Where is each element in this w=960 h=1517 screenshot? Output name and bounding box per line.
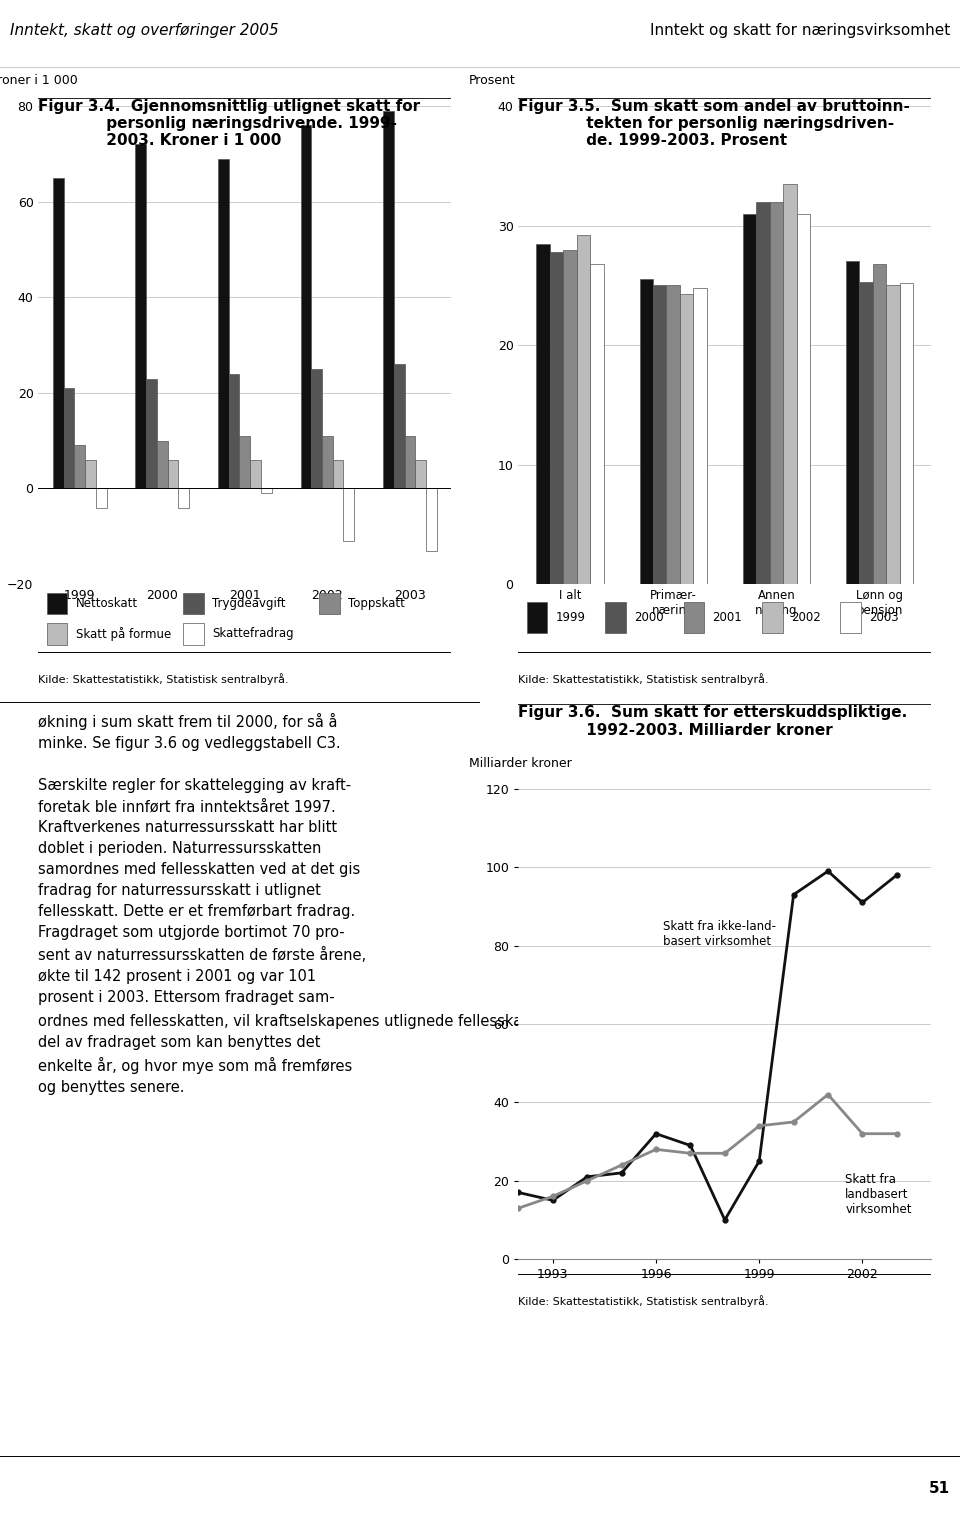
Text: 1999: 1999 <box>556 611 586 623</box>
Bar <box>564 249 577 584</box>
Bar <box>333 460 344 488</box>
FancyBboxPatch shape <box>527 602 547 633</box>
Text: Toppskatt: Toppskatt <box>348 598 405 610</box>
Text: økning i sum skatt frem til 2000, for så å
minke. Se figur 3.6 og vedleggstabell: økning i sum skatt frem til 2000, for så… <box>38 713 663 1095</box>
Bar <box>74 446 85 488</box>
Bar <box>300 126 311 488</box>
Bar <box>886 285 900 584</box>
Text: Skattefradrag: Skattefradrag <box>212 628 294 640</box>
Bar <box>426 488 437 551</box>
FancyBboxPatch shape <box>183 593 204 614</box>
Bar <box>261 488 272 493</box>
Bar <box>797 214 810 584</box>
Bar <box>311 369 322 488</box>
Bar <box>537 244 550 584</box>
Text: 51: 51 <box>929 1481 950 1496</box>
Bar <box>394 364 404 488</box>
Text: 2003: 2003 <box>870 611 899 623</box>
Bar <box>156 441 168 488</box>
Bar <box>228 373 239 488</box>
Text: Skatt på formue: Skatt på formue <box>76 627 171 640</box>
FancyBboxPatch shape <box>840 602 861 633</box>
Bar <box>251 460 261 488</box>
Text: Prosent: Prosent <box>468 74 516 86</box>
Bar <box>590 264 604 584</box>
FancyBboxPatch shape <box>605 602 626 633</box>
Bar <box>416 460 426 488</box>
Bar <box>846 261 859 584</box>
Bar <box>179 488 189 508</box>
FancyBboxPatch shape <box>762 602 782 633</box>
Text: 2001: 2001 <box>712 611 742 623</box>
Bar <box>666 285 680 584</box>
Text: Inntekt, skatt og overføringer 2005: Inntekt, skatt og overføringer 2005 <box>10 23 278 38</box>
Bar <box>639 279 653 584</box>
FancyBboxPatch shape <box>319 593 340 614</box>
Text: Trygdeavgift: Trygdeavgift <box>212 598 285 610</box>
Bar <box>577 235 590 584</box>
Text: Milliarder kroner: Milliarder kroner <box>468 757 571 771</box>
Text: Kroner i 1 000: Kroner i 1 000 <box>0 74 78 86</box>
FancyBboxPatch shape <box>47 593 67 614</box>
Bar <box>873 264 886 584</box>
Bar <box>900 284 913 584</box>
Bar <box>344 488 354 542</box>
Text: Nettoskatt: Nettoskatt <box>76 598 137 610</box>
Bar <box>383 111 394 488</box>
Text: Kilde: Skattestatistikk, Statistisk sentralbyrå.: Kilde: Skattestatistikk, Statistisk sent… <box>518 1296 769 1306</box>
Text: 2002: 2002 <box>791 611 821 623</box>
Bar <box>756 202 770 584</box>
FancyBboxPatch shape <box>183 623 204 645</box>
Bar <box>680 294 693 584</box>
Text: Figur 3.5.  Sum skatt som andel av bruttoinn-
             tekten for personlig : Figur 3.5. Sum skatt som andel av brutto… <box>518 99 910 149</box>
FancyBboxPatch shape <box>684 602 705 633</box>
Text: Figur 3.6.  Sum skatt for etterskuddspliktige.
             1992-2003. Milliarde: Figur 3.6. Sum skatt for etterskuddsplik… <box>518 705 907 737</box>
Bar <box>693 288 707 584</box>
Text: Kilde: Skattestatistikk, Statistisk sentralbyrå.: Kilde: Skattestatistikk, Statistisk sent… <box>518 674 769 684</box>
Bar <box>859 282 873 584</box>
Text: Inntekt og skatt for næringsvirksomhet: Inntekt og skatt for næringsvirksomhet <box>650 23 950 38</box>
Bar <box>63 388 74 488</box>
Bar <box>404 435 416 488</box>
Bar <box>135 144 146 488</box>
Bar <box>743 214 756 584</box>
Text: 2000: 2000 <box>634 611 663 623</box>
FancyBboxPatch shape <box>47 623 67 645</box>
Text: Figur 3.4.  Gjennomsnittlig utlignet skatt for
             personlig næringsdri: Figur 3.4. Gjennomsnittlig utlignet skat… <box>38 99 420 149</box>
Bar <box>218 159 228 488</box>
Bar <box>85 460 96 488</box>
Text: Skatt fra
landbasert
virksomhet: Skatt fra landbasert virksomhet <box>845 1173 912 1217</box>
Bar <box>550 252 564 584</box>
Text: Kilde: Skattestatistikk, Statistisk sentralbyrå.: Kilde: Skattestatistikk, Statistisk sent… <box>38 674 289 684</box>
Bar <box>53 177 63 488</box>
Bar <box>783 184 797 584</box>
Bar <box>146 379 156 488</box>
Bar <box>96 488 107 508</box>
Bar <box>653 285 666 584</box>
Bar <box>770 202 783 584</box>
Bar <box>239 435 251 488</box>
Text: Skatt fra ikke-land-
basert virksomhet: Skatt fra ikke-land- basert virksomhet <box>662 919 776 948</box>
Bar <box>322 435 333 488</box>
Bar <box>168 460 179 488</box>
